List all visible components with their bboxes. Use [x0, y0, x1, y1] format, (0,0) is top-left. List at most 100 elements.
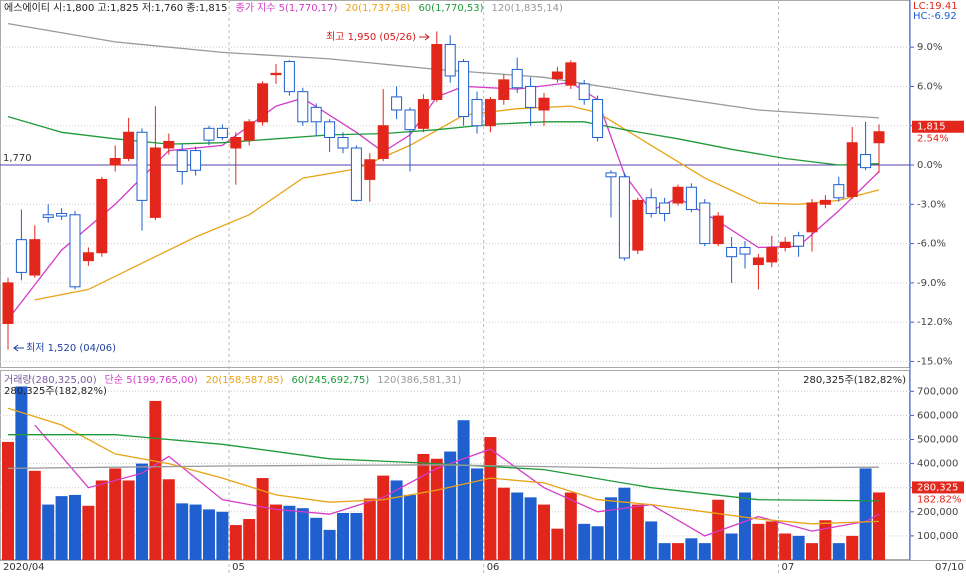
volume-bar [162, 479, 175, 560]
candle-body [565, 62, 577, 86]
volume-bar [497, 487, 510, 560]
volume-bar [430, 458, 443, 560]
legend-entry: 60(245,692,75) [291, 375, 369, 386]
volume-bar [189, 504, 202, 560]
legend-entry: 120(386,581,31) [377, 375, 461, 386]
candle-body [190, 150, 202, 171]
volume-bar [618, 487, 631, 560]
volume-subtitle: 280,325주(182,82%) [803, 375, 906, 386]
volume-bar [564, 492, 577, 560]
candle-body [404, 109, 416, 131]
volume-bar [95, 480, 108, 560]
chart-title: 에스에이티 시:1,800 고:1,825 저:1,760 종:1,815 [4, 2, 228, 14]
volume-bar [698, 543, 711, 560]
candle-body [551, 71, 563, 80]
volume-bar [591, 526, 604, 560]
candle-body [484, 99, 496, 127]
candle-body [136, 131, 148, 201]
candle-body [230, 137, 242, 149]
candle-body [592, 99, 604, 139]
volume-bar [765, 521, 778, 560]
lc-label: LC:19.41 [913, 1, 958, 12]
candle-body [860, 154, 872, 169]
volume-bar [350, 513, 363, 560]
candle-body [538, 97, 550, 111]
volume-bar [2, 441, 14, 560]
value-tag-box [912, 481, 964, 494]
volume-bar [792, 535, 805, 560]
volume-bar [149, 400, 162, 560]
volume-bar [484, 437, 497, 560]
volume-bar [658, 543, 671, 560]
candle-body [391, 96, 403, 111]
volume-bar [42, 504, 55, 560]
volume-bar [846, 535, 859, 560]
candle-body [42, 214, 54, 218]
volume-bar [457, 420, 470, 560]
high-arrow [419, 33, 430, 41]
candle-body [2, 282, 14, 324]
candle-body [257, 83, 269, 123]
volume-bar [832, 543, 845, 560]
candle-body [659, 202, 671, 214]
candle-body [806, 202, 818, 233]
candle-body [752, 257, 764, 266]
y-tick-label: -9.0% [917, 278, 946, 289]
volume-bar [69, 494, 81, 560]
x-last-date: 07/10 [935, 562, 964, 573]
candle-body [283, 61, 295, 93]
candle-body [819, 199, 831, 205]
y-tick-label: -3.0% [917, 199, 946, 210]
candle-body [632, 199, 644, 251]
value-tag: 2.54% [917, 134, 949, 145]
volume-bar [82, 505, 95, 560]
candle-body [458, 61, 470, 118]
volume-bar [310, 517, 323, 560]
candle-body [243, 121, 255, 141]
y-tick-label: 400,000 [917, 459, 958, 470]
volume-bar [15, 386, 28, 560]
candle-body [779, 241, 791, 249]
volume-bar [390, 480, 403, 560]
candle-body [15, 239, 27, 273]
candle-body [726, 247, 738, 258]
y-tick-label: 100,000 [917, 531, 958, 542]
candle-body [310, 106, 322, 123]
legend-entry: 단순 5(199,765,00) [105, 374, 198, 386]
candle-body [29, 239, 41, 276]
moving-average-line [34, 424, 880, 537]
volume-bar [511, 492, 524, 560]
candle-body [163, 140, 175, 149]
y-tick-label: 6.0% [917, 81, 942, 92]
volume-bar [28, 470, 41, 560]
volume-bar [122, 480, 135, 560]
volume-bar [283, 505, 296, 560]
volume-bar [203, 509, 215, 560]
candle-body [618, 176, 630, 259]
volume-bar [136, 463, 148, 560]
candle-body [712, 215, 724, 245]
volume-bar [524, 497, 537, 560]
x-tick-label: 05 [232, 562, 245, 573]
volume-bar [605, 497, 617, 560]
legend-entry: 종가 지수 5(1,770,17) [236, 2, 338, 14]
y-tick-label: -15.0% [917, 356, 952, 367]
legend-entry: 20(1,737,38) [345, 3, 410, 14]
volume-bar [672, 543, 684, 560]
chart-title: 거래량(280,325,00) [4, 374, 97, 386]
volume-bar [685, 538, 698, 560]
y-tick-label: 600,000 [917, 410, 958, 421]
baseline-label: 1,770 [3, 153, 32, 164]
volume-bar [337, 513, 349, 560]
volume-bar [645, 521, 658, 560]
hc-label: HC:-6.92 [913, 11, 957, 22]
volume-bar [377, 475, 390, 560]
y-tick-label: 700,000 [917, 386, 958, 397]
volume-bar [873, 492, 885, 560]
value-tag: 182.82% [917, 494, 962, 505]
candle-body [766, 247, 778, 263]
volume-bar [176, 503, 189, 560]
volume-bar [243, 519, 256, 560]
volume-bar [216, 511, 229, 560]
